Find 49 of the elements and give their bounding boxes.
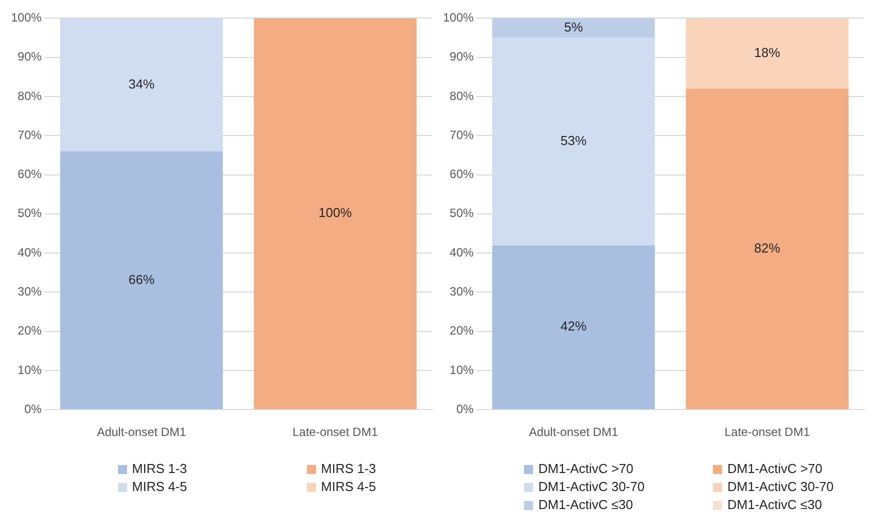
legend-label: MIRS 1-3 — [132, 460, 187, 478]
x-tick-label: Adult-onset DM1 — [528, 425, 619, 440]
y-tick-label: 0% — [456, 402, 474, 416]
x-tick-label: Late-onset DM1 — [292, 425, 378, 440]
legend-label: DM1-ActivC ≤30 — [538, 496, 633, 514]
y-tick-label: 50% — [18, 206, 42, 220]
data-label: 5% — [564, 20, 584, 35]
y-tick-label: 40% — [450, 245, 474, 260]
bar — [492, 18, 655, 38]
y-tick-label: 100% — [442, 10, 474, 25]
data-label: 82% — [754, 240, 781, 256]
y-tick-label: 0% — [24, 402, 42, 416]
bar — [492, 245, 655, 410]
data-label: 53% — [560, 133, 587, 148]
text: DM1-ActivC >70 — [727, 461, 822, 476]
x-tick-label: Late-onset DM1 — [724, 425, 810, 440]
data-label: 42% — [560, 318, 587, 334]
bar — [686, 88, 849, 410]
legend-label: MIRS 4-5 — [132, 478, 187, 496]
y-tick-label: 30% — [18, 284, 42, 298]
x-tick-label: Adult-onset DM1 — [96, 425, 187, 440]
y-tick-label: 90% — [450, 50, 474, 64]
data-label: 66% — [128, 272, 155, 287]
y-tick-label: 90% — [18, 50, 42, 64]
y-tick-label: 80% — [18, 88, 42, 103]
y-tick-label: 10% — [450, 362, 474, 377]
y-tick-label: 20% — [450, 324, 474, 338]
data-label: 100% — [318, 205, 352, 220]
y-tick-label: 30% — [450, 284, 474, 298]
legend-label: DM1-ActivC 30-70 — [538, 478, 645, 496]
y-tick-label: 60% — [450, 167, 474, 182]
y-tick-label: 70% — [18, 128, 42, 142]
data-label: 34% — [128, 76, 155, 92]
legend-label: DM1-ActivC >70 — [538, 460, 634, 478]
bar — [492, 38, 655, 246]
y-tick-label: 40% — [18, 245, 42, 260]
y-tick-label: 80% — [450, 88, 474, 103]
y-tick-label: 60% — [18, 167, 42, 182]
y-tick-label: 70% — [450, 128, 474, 142]
text: MIRS 1-3 — [321, 461, 376, 476]
text: MIRS 4-5 — [321, 479, 376, 494]
y-tick-label: 20% — [18, 324, 42, 338]
y-tick-label: 50% — [450, 206, 474, 220]
text: DM1-ActivC ≤30 — [727, 497, 822, 512]
text: DM1-ActivC 30-70 — [727, 479, 834, 494]
y-tick-label: 100% — [10, 10, 42, 25]
y-tick-label: 10% — [18, 362, 42, 377]
bar — [686, 18, 849, 89]
data-label: 18% — [754, 45, 781, 60]
